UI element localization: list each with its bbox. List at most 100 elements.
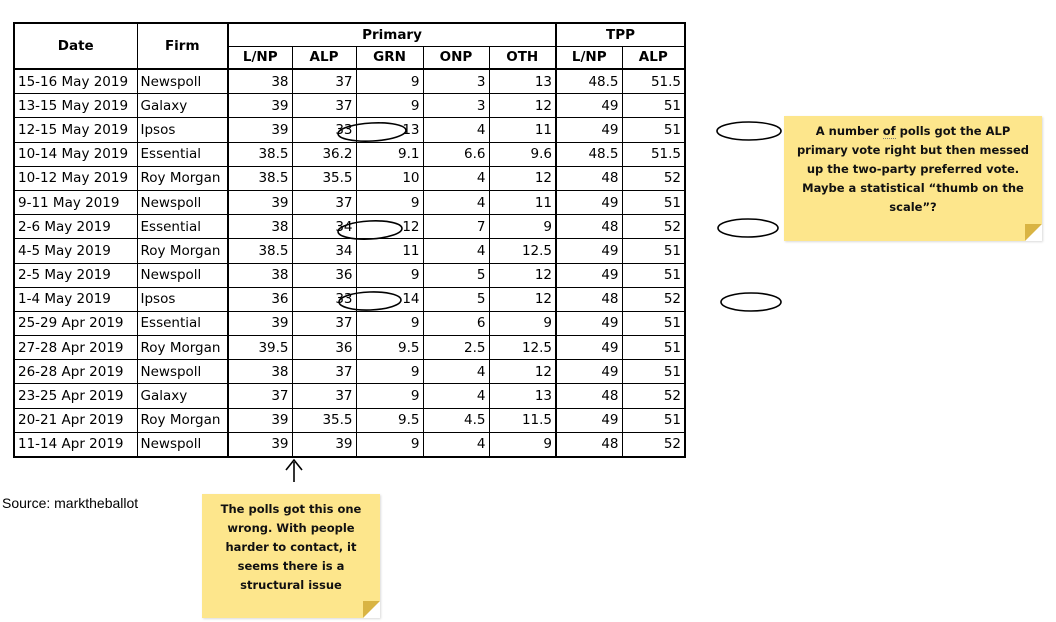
cell-tpp-lnp: 49 bbox=[555, 335, 623, 361]
cell-primary-lnp: 39 bbox=[227, 117, 293, 143]
cell-tpp-alp: 52 bbox=[621, 214, 686, 240]
cell-tpp-alp: 52 bbox=[621, 431, 686, 458]
cell-firm: Essential bbox=[136, 141, 229, 167]
table-row: 10-12 May 2019 Roy Morgan 38.5 35.5 10 4 12 48 5… bbox=[13, 165, 686, 191]
header-primary: Primary bbox=[227, 22, 557, 47]
cell-primary-lnp: 38.5 bbox=[227, 238, 293, 264]
table-row: 12-15 May 2019 Ipsos 39 33 13 4 11 49 51 bbox=[13, 117, 686, 143]
cell-primary-onp: 3 bbox=[422, 93, 490, 119]
cell-tpp-alp: 51.5 bbox=[621, 68, 686, 95]
cell-tpp-alp: 51 bbox=[621, 189, 686, 216]
cell-primary-grn: 10 bbox=[355, 165, 424, 191]
cell-primary-oth: 9 bbox=[488, 214, 557, 240]
circle-ipsos-1-4-tpp-alp bbox=[720, 292, 782, 312]
cell-primary-alp: 37 bbox=[291, 93, 357, 119]
cell-primary-oth: 12 bbox=[488, 165, 557, 191]
table-row: 10-14 May 2019 Essential 38.5 36.2 9.1 6.6 9.6… bbox=[13, 141, 686, 167]
cell-primary-onp: 6.6 bbox=[422, 141, 490, 167]
cell-primary-alp: 34 bbox=[291, 214, 357, 240]
cell-tpp-alp: 51 bbox=[621, 117, 686, 143]
sticky-note-miss: The polls got this one wrong. With peopl… bbox=[202, 494, 380, 618]
cell-firm: Ipsos bbox=[136, 286, 229, 312]
cell-tpp-alp: 51 bbox=[621, 262, 686, 288]
table-row: 11-14 Apr 2019 Newspoll 39 39 9 4 9 48 52 bbox=[13, 431, 686, 458]
sticky-note-tpp-text: A number of polls got the ALP primary vo… bbox=[796, 122, 1030, 217]
header-firm: Firm bbox=[136, 22, 229, 70]
page-curl bbox=[363, 601, 380, 618]
cell-primary-grn: 9 bbox=[355, 93, 424, 119]
cell-tpp-lnp: 49 bbox=[555, 93, 623, 119]
cell-primary-onp: 4.5 bbox=[422, 407, 490, 433]
cell-tpp-lnp: 48 bbox=[555, 165, 623, 191]
cell-tpp-lnp: 48 bbox=[555, 286, 623, 312]
cell-primary-oth: 12.5 bbox=[488, 335, 557, 361]
cell-primary-grn: 12 bbox=[355, 214, 424, 240]
cell-primary-onp: 3 bbox=[422, 68, 490, 95]
cell-primary-onp: 4 bbox=[422, 165, 490, 191]
cell-primary-oth: 9.6 bbox=[488, 141, 557, 167]
cell-firm: Essential bbox=[136, 310, 229, 337]
cell-primary-lnp: 39 bbox=[227, 431, 293, 458]
header-primary-oth: OTH bbox=[488, 45, 557, 70]
cell-primary-lnp: 38.5 bbox=[227, 165, 293, 191]
cell-tpp-lnp: 49 bbox=[555, 310, 623, 337]
cell-firm: Roy Morgan bbox=[136, 407, 229, 433]
cell-date: 9-11 May 2019 bbox=[13, 189, 138, 216]
cell-tpp-alp: 51 bbox=[621, 238, 686, 264]
cell-primary-lnp: 37 bbox=[227, 383, 293, 409]
cell-date: 1-4 May 2019 bbox=[13, 286, 138, 312]
cell-primary-oth: 12 bbox=[488, 262, 557, 288]
cell-tpp-lnp: 49 bbox=[555, 262, 623, 288]
cell-primary-alp: 37 bbox=[291, 359, 357, 385]
table-row: 1-4 May 2019 Ipsos 36 33 14 5 12 48 52 bbox=[13, 286, 686, 312]
cell-date: 10-12 May 2019 bbox=[13, 165, 138, 191]
cell-primary-onp: 4 bbox=[422, 431, 490, 458]
cell-primary-oth: 12 bbox=[488, 359, 557, 385]
cell-tpp-lnp: 48.5 bbox=[555, 68, 623, 95]
table-row: 13-15 May 2019 Galaxy 39 37 9 3 12 49 51 bbox=[13, 93, 686, 119]
header-tpp-lnp: L/NP bbox=[555, 45, 623, 70]
cell-primary-oth: 11 bbox=[488, 189, 557, 216]
cell-primary-lnp: 38 bbox=[227, 214, 293, 240]
table-row: 26-28 Apr 2019 Newspoll 38 37 9 4 12 49 51 bbox=[13, 359, 686, 385]
cell-tpp-alp: 51 bbox=[621, 335, 686, 361]
cell-primary-alp: 35.5 bbox=[291, 165, 357, 191]
cell-tpp-lnp: 49 bbox=[555, 238, 623, 264]
cell-primary-onp: 4 bbox=[422, 238, 490, 264]
cell-primary-alp: 37 bbox=[291, 68, 357, 95]
cell-primary-lnp: 36 bbox=[227, 286, 293, 312]
cell-primary-oth: 11 bbox=[488, 117, 557, 143]
cell-primary-onp: 6 bbox=[422, 310, 490, 337]
table-row: 23-25 Apr 2019 Galaxy 37 37 9 4 13 48 52 bbox=[13, 383, 686, 409]
cell-tpp-alp: 51 bbox=[621, 93, 686, 119]
cell-date: 2-6 May 2019 bbox=[13, 214, 138, 240]
header-primary-onp: ONP bbox=[422, 45, 490, 70]
cell-primary-oth: 9 bbox=[488, 431, 557, 458]
cell-primary-grn: 9.5 bbox=[355, 407, 424, 433]
cell-firm: Newspoll bbox=[136, 262, 229, 288]
circle-essential-2-6-tpp-alp bbox=[717, 218, 779, 238]
arrow-up-icon bbox=[285, 458, 303, 482]
cell-primary-onp: 5 bbox=[422, 286, 490, 312]
poll-table: Date Firm Primary TPP L/NP ALP GRN ONP O… bbox=[13, 22, 686, 458]
cell-primary-grn: 13 bbox=[355, 117, 424, 143]
cell-primary-lnp: 39 bbox=[227, 310, 293, 337]
cell-firm: Roy Morgan bbox=[136, 238, 229, 264]
cell-primary-lnp: 38 bbox=[227, 68, 293, 95]
cell-primary-lnp: 39 bbox=[227, 407, 293, 433]
header-primary-alp: ALP bbox=[291, 45, 357, 70]
cell-tpp-lnp: 49 bbox=[555, 117, 623, 143]
cell-firm: Galaxy bbox=[136, 93, 229, 119]
cell-primary-grn: 9.5 bbox=[355, 335, 424, 361]
cell-primary-oth: 13 bbox=[488, 68, 557, 95]
sticky-note-tpp: A number of polls got the ALP primary vo… bbox=[784, 116, 1042, 241]
cell-firm: Ipsos bbox=[136, 117, 229, 143]
cell-tpp-lnp: 49 bbox=[555, 189, 623, 216]
cell-tpp-lnp: 48.5 bbox=[555, 141, 623, 167]
cell-primary-alp: 36.2 bbox=[291, 141, 357, 167]
cell-primary-alp: 33 bbox=[291, 286, 357, 312]
cell-date: 25-29 Apr 2019 bbox=[13, 310, 138, 337]
note-text-part: of bbox=[882, 124, 896, 139]
cell-date: 23-25 Apr 2019 bbox=[13, 383, 138, 409]
cell-primary-onp: 4 bbox=[422, 117, 490, 143]
